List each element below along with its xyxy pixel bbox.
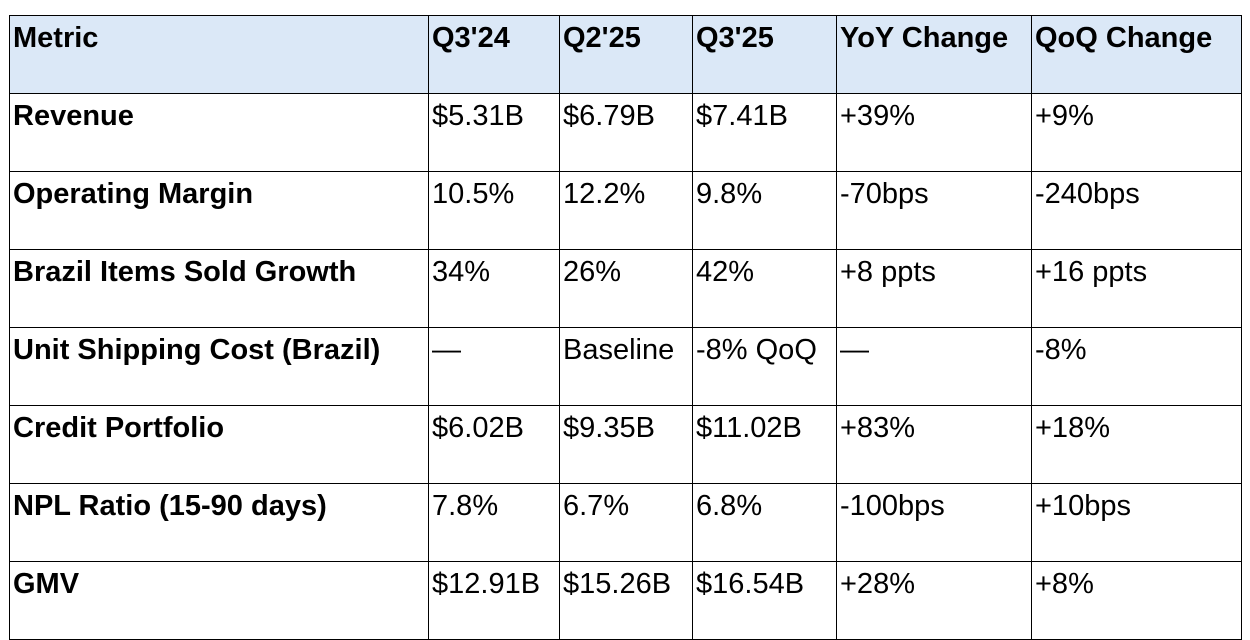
cell-q2-25: 26% (559, 249, 693, 328)
cell-q2-25: $15.26B (559, 561, 693, 640)
cell-q3-25: $11.02B (692, 405, 837, 484)
cell-qoq-change: +8% (1031, 561, 1242, 640)
cell-q3-24: 34% (428, 249, 560, 328)
cell-q3-24: — (428, 327, 560, 406)
cell-q3-25: -8% QoQ (692, 327, 837, 406)
cell-yoy-change: +8 ppts (836, 249, 1032, 328)
table-row: Unit Shipping Cost (Brazil) — Baseline -… (9, 327, 1242, 406)
cell-yoy-change: +39% (836, 93, 1032, 172)
cell-qoq-change: -240bps (1031, 171, 1242, 250)
table-row: NPL Ratio (15-90 days) 7.8% 6.7% 6.8% -1… (9, 483, 1242, 562)
header-qoq-change: QoQ Change (1031, 15, 1242, 94)
row-label: Brazil Items Sold Growth (9, 249, 429, 328)
cell-q2-25: $6.79B (559, 93, 693, 172)
metrics-table: Metric Q3'24 Q2'25 Q3'25 YoY Change QoQ … (9, 15, 1242, 640)
cell-q2-25: Baseline (559, 327, 693, 406)
cell-qoq-change: -8% (1031, 327, 1242, 406)
cell-yoy-change: — (836, 327, 1032, 406)
cell-q3-24: $12.91B (428, 561, 560, 640)
cell-qoq-change: +9% (1031, 93, 1242, 172)
row-label: Unit Shipping Cost (Brazil) (9, 327, 429, 406)
cell-q3-24: $5.31B (428, 93, 560, 172)
table-row: Brazil Items Sold Growth 34% 26% 42% +8 … (9, 249, 1242, 328)
cell-q3-25: $7.41B (692, 93, 837, 172)
table-row: Operating Margin 10.5% 12.2% 9.8% -70bps… (9, 171, 1242, 250)
table-row: GMV $12.91B $15.26B $16.54B +28% +8% (9, 561, 1242, 640)
cell-q3-25: 9.8% (692, 171, 837, 250)
cell-qoq-change: +10bps (1031, 483, 1242, 562)
cell-yoy-change: -100bps (836, 483, 1032, 562)
row-label: Revenue (9, 93, 429, 172)
header-yoy-change: YoY Change (836, 15, 1032, 94)
cell-q3-24: $6.02B (428, 405, 560, 484)
cell-yoy-change: +83% (836, 405, 1032, 484)
row-label: GMV (9, 561, 429, 640)
cell-qoq-change: +18% (1031, 405, 1242, 484)
header-metric: Metric (9, 15, 429, 94)
cell-q3-24: 7.8% (428, 483, 560, 562)
row-label: Credit Portfolio (9, 405, 429, 484)
cell-q3-25: 6.8% (692, 483, 837, 562)
table-header-row: Metric Q3'24 Q2'25 Q3'25 YoY Change QoQ … (9, 15, 1242, 94)
row-label: Operating Margin (9, 171, 429, 250)
cell-yoy-change: -70bps (836, 171, 1032, 250)
header-q3-24: Q3'24 (428, 15, 560, 94)
cell-q3-25: $16.54B (692, 561, 837, 640)
table-row: Revenue $5.31B $6.79B $7.41B +39% +9% (9, 93, 1242, 172)
header-q3-25: Q3'25 (692, 15, 837, 94)
cell-qoq-change: +16 ppts (1031, 249, 1242, 328)
header-q2-25: Q2'25 (559, 15, 693, 94)
cell-q2-25: 12.2% (559, 171, 693, 250)
row-label: NPL Ratio (15-90 days) (9, 483, 429, 562)
cell-q2-25: $9.35B (559, 405, 693, 484)
cell-q3-25: 42% (692, 249, 837, 328)
cell-q2-25: 6.7% (559, 483, 693, 562)
cell-q3-24: 10.5% (428, 171, 560, 250)
table-row: Credit Portfolio $6.02B $9.35B $11.02B +… (9, 405, 1242, 484)
cell-yoy-change: +28% (836, 561, 1032, 640)
